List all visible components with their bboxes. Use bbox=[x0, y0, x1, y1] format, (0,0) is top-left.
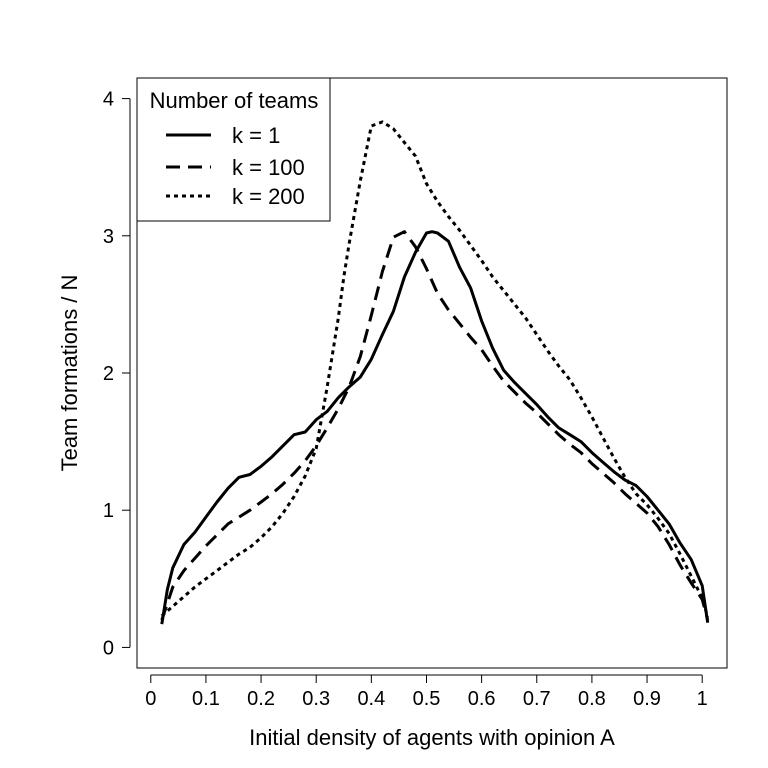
x-tick-label: 0.4 bbox=[357, 688, 385, 710]
x-tick-label: 0.5 bbox=[413, 688, 441, 710]
series-line-2 bbox=[160, 230, 710, 621]
y-tick-label: 2 bbox=[103, 363, 114, 385]
legend-label-3: k = 200 bbox=[232, 184, 305, 209]
x-tick-label: 1 bbox=[697, 688, 708, 710]
series-layer bbox=[160, 120, 710, 625]
y-axis-label: Team formations / N bbox=[57, 275, 82, 472]
legend-label-2: k = 100 bbox=[232, 155, 305, 180]
legend-label-1: k = 1 bbox=[232, 123, 280, 148]
y-tick-label: 0 bbox=[103, 637, 114, 659]
y-axis: 0 1 2 3 4 bbox=[103, 89, 131, 659]
x-axis: 0 0.1 0.2 0.3 0.4 0.5 0.6 0.7 0.8 0.9 1 bbox=[145, 674, 708, 710]
legend: Number of teams k = 1 k = 100 k = 200 bbox=[136, 77, 331, 222]
plot-frame bbox=[136, 77, 728, 669]
y-tick-label: 4 bbox=[103, 89, 114, 111]
y-tick-label: 3 bbox=[103, 226, 114, 248]
y-tick-label: 1 bbox=[103, 500, 114, 522]
series-line-3 bbox=[160, 120, 710, 618]
x-tick-label: 0 bbox=[145, 688, 156, 710]
legend-box bbox=[136, 77, 331, 222]
x-tick-label: 0.6 bbox=[468, 688, 496, 710]
x-tick-label: 0.2 bbox=[247, 688, 275, 710]
x-tick-label: 0.8 bbox=[578, 688, 606, 710]
x-tick-label: 0.7 bbox=[523, 688, 551, 710]
legend-items: k = 1 k = 100 k = 200 bbox=[166, 123, 305, 209]
series-line-1 bbox=[160, 230, 710, 625]
x-tick-label: 0.3 bbox=[302, 688, 330, 710]
x-tick-label: 0.9 bbox=[633, 688, 661, 710]
x-tick-label: 0.1 bbox=[192, 688, 220, 710]
x-axis-label: Initial density of agents with opinion A bbox=[249, 725, 615, 750]
legend-title: Number of teams bbox=[150, 88, 319, 113]
